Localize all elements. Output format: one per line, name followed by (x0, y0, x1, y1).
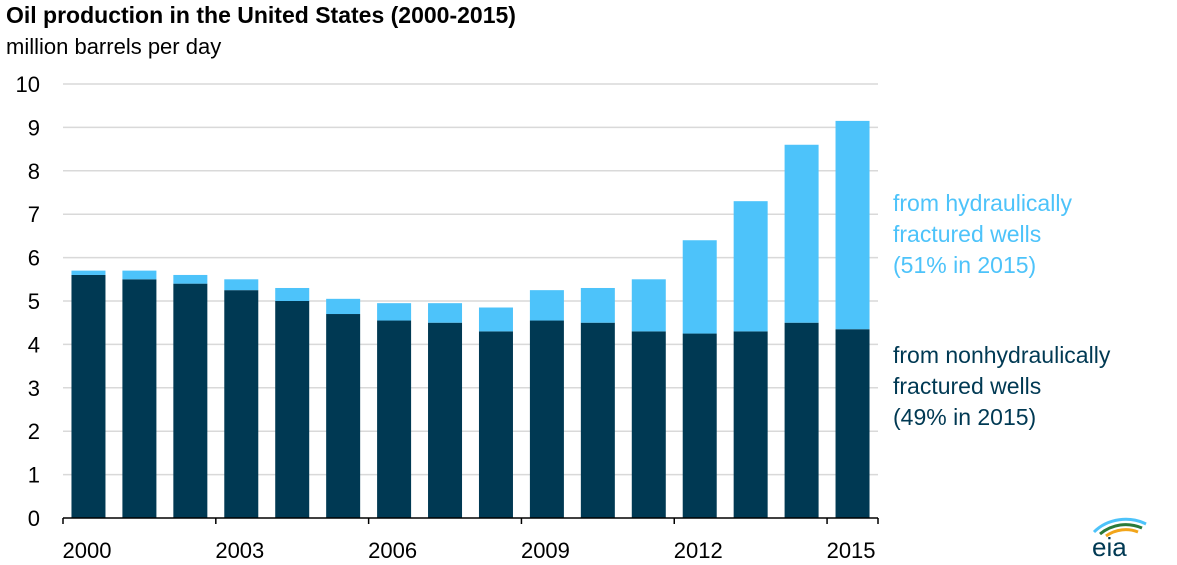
bar-nonhydraulic (71, 274, 106, 518)
legend-hydraulic-line-1: from hydraulically (893, 190, 1072, 216)
x-tick-label: 2015 (827, 538, 876, 563)
bar-hydraulic (580, 287, 615, 323)
bar-hydraulic (478, 307, 513, 332)
x-tick-label: 2009 (521, 538, 570, 563)
bar-nonhydraulic (784, 322, 819, 518)
bar-hydraulic (784, 144, 819, 323)
legend-nonhydraulic: from nonhydraulically fractured wells (4… (893, 340, 1110, 433)
bar-hydraulic (529, 290, 564, 321)
bar-hydraulic (173, 274, 208, 284)
y-tick-label: 10 (16, 72, 40, 97)
y-tick-label: 1 (28, 463, 40, 488)
bar-nonhydraulic (122, 279, 157, 518)
legend-hydraulic: from hydraulically fractured wells (51% … (893, 188, 1072, 281)
legend-hydraulic-line-2: fractured wells (893, 221, 1042, 247)
eia-logo: eia (1092, 517, 1147, 560)
y-tick-label: 9 (28, 115, 40, 140)
bar-hydraulic (224, 279, 259, 291)
bar-nonhydraulic (529, 320, 564, 518)
bar-nonhydraulic (733, 331, 768, 518)
y-tick-label: 0 (28, 506, 40, 531)
chart-title: Oil production in the United States (200… (6, 2, 516, 28)
legend-nonhydraulic-line-2: fractured wells (893, 373, 1042, 399)
legend-hydraulic-line-3: (51% in 2015) (893, 252, 1037, 278)
eia-logo-text: eia (1092, 532, 1127, 560)
y-tick-label: 4 (28, 332, 40, 357)
bar-hydraulic (377, 303, 412, 321)
x-tick-label: 2000 (63, 538, 112, 563)
bar-hydraulic (733, 201, 768, 332)
bar-hydraulic (835, 120, 870, 330)
bar-hydraulic (682, 240, 717, 334)
bar-nonhydraulic (631, 331, 666, 518)
bar-hydraulic (122, 270, 157, 280)
bar-nonhydraulic (478, 331, 513, 518)
bar-nonhydraulic (326, 314, 361, 518)
bar-hydraulic (275, 287, 310, 301)
y-tick-label: 8 (28, 159, 40, 184)
bar-hydraulic (326, 298, 361, 315)
bar-nonhydraulic (173, 283, 208, 518)
bar-nonhydraulic (377, 320, 412, 518)
bar-nonhydraulic (428, 322, 463, 518)
x-tick-label: 2012 (674, 538, 723, 563)
x-tick-label: 2006 (368, 538, 417, 563)
x-tick-label: 2003 (215, 538, 264, 563)
bar-hydraulic (428, 303, 463, 323)
bar-hydraulic (71, 270, 106, 275)
y-tick-label: 7 (28, 202, 40, 227)
bar-nonhydraulic (275, 301, 310, 518)
bar-nonhydraulic (835, 329, 870, 518)
y-tick-label: 2 (28, 419, 40, 444)
chart-subtitle: million barrels per day (6, 34, 222, 59)
legend-nonhydraulic-line-1: from nonhydraulically (893, 342, 1111, 368)
legend-nonhydraulic-line-3: (49% in 2015) (893, 404, 1037, 430)
bar-nonhydraulic (580, 322, 615, 518)
bar-nonhydraulic (682, 333, 717, 518)
bar-nonhydraulic (224, 290, 259, 518)
y-tick-label: 3 (28, 376, 40, 401)
y-tick-label: 5 (28, 289, 40, 314)
bar-hydraulic (631, 279, 666, 332)
y-tick-label: 6 (28, 246, 40, 271)
